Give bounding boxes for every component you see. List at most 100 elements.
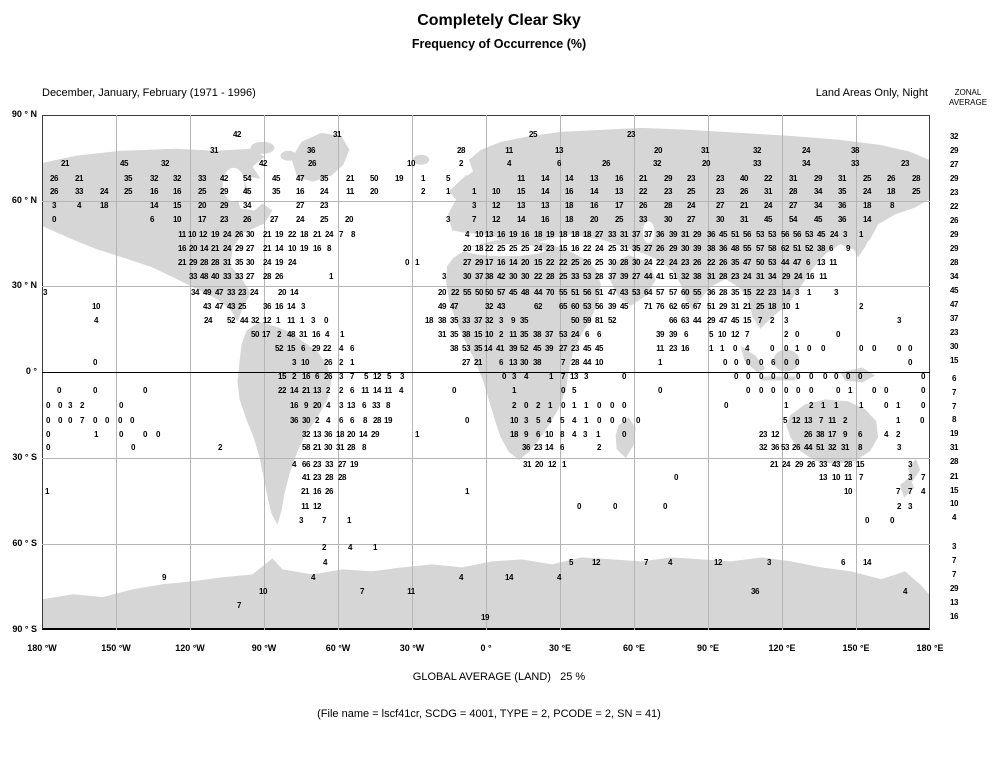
grid-value: 37 [545, 330, 553, 339]
grid-value: 38 [450, 344, 458, 353]
grid-value: 10 [288, 244, 296, 253]
grid-line-horizontal [42, 201, 930, 202]
grid-value: 21 [75, 174, 83, 183]
grid-value: 0 [771, 372, 775, 381]
grid-value: 32 [161, 159, 169, 168]
grid-value: 1 [45, 487, 49, 496]
grid-value: 28 [620, 258, 628, 267]
grid-value: 15 [287, 344, 295, 353]
grid-value: 81 [595, 316, 603, 325]
grid-value: 5 [783, 416, 787, 425]
grid-value: 2 [339, 358, 343, 367]
grid-value: 16 [521, 230, 529, 239]
grid-value: 31 [223, 258, 231, 267]
grid-value: 43 [203, 302, 211, 311]
grid-value: 5 [364, 372, 368, 381]
grid-value: 26 [807, 460, 815, 469]
grid-value: 0 [597, 416, 601, 425]
grid-line-horizontal [42, 458, 930, 459]
grid-value: 66 [302, 460, 310, 469]
grid-value: 22 [707, 258, 715, 267]
zonal-average-value: 16 [950, 612, 958, 621]
grid-value: 31 [789, 174, 797, 183]
grid-value: 8 [890, 201, 894, 210]
grid-value: 38 [533, 330, 541, 339]
grid-value: 3 [767, 558, 771, 567]
lat-tick-label: 60 ° N [11, 195, 37, 205]
land-new-zealand-north [908, 458, 921, 482]
grid-value: 32 [485, 302, 493, 311]
grid-value: 47 [608, 288, 616, 297]
grid-value: 36 [707, 230, 715, 239]
grid-value: 0 [859, 344, 863, 353]
grid-value: 28 [912, 174, 920, 183]
grid-value: 1 [340, 330, 344, 339]
grid-value: 1 [795, 344, 799, 353]
grid-value: 13 [615, 187, 623, 196]
grid-value: 62 [781, 244, 789, 253]
grid-value: 16 [615, 174, 623, 183]
grid-value: 43 [497, 302, 505, 311]
grid-value: 27 [463, 258, 471, 267]
zonal-average-value: 15 [950, 486, 958, 495]
grid-value: 39 [669, 230, 677, 239]
grid-value: 1 [512, 386, 516, 395]
grid-value: 53 [805, 230, 813, 239]
grid-value: 58 [302, 443, 310, 452]
grid-value: 6 [350, 386, 354, 395]
land-north-america [43, 148, 273, 322]
grid-value: 4 [668, 558, 672, 567]
grid-value: 0 [663, 502, 667, 511]
grid-value: 4 [884, 430, 888, 439]
grid-value: 15 [856, 460, 864, 469]
grid-value: 2 [809, 401, 813, 410]
grid-value: 0 [724, 401, 728, 410]
grid-value: 11 [346, 187, 354, 196]
grid-value: 44 [644, 272, 652, 281]
grid-value: 34 [814, 187, 822, 196]
grid-value: 2 [897, 502, 901, 511]
grid-value: 38 [816, 430, 824, 439]
grid-value: 0 [759, 358, 763, 367]
grid-value: 22 [323, 344, 331, 353]
grid-value: 3 [311, 316, 315, 325]
grid-value: 0 [920, 416, 924, 425]
grid-value: 36 [522, 443, 530, 452]
grid-value: 2 [459, 159, 463, 168]
grid-line-horizontal [42, 372, 930, 373]
grid-value: 0 [823, 372, 827, 381]
grid-value: 38 [533, 358, 541, 367]
grid-value: 45 [583, 344, 591, 353]
grid-value: 33 [608, 230, 616, 239]
grid-value: 20 [370, 187, 378, 196]
grid-value: 56 [781, 230, 789, 239]
grid-value: 35 [320, 174, 328, 183]
grid-value: 3 [472, 201, 476, 210]
grid-value: 57 [497, 288, 505, 297]
grid-value: 0 [131, 443, 135, 452]
grid-value: 4 [572, 416, 576, 425]
grid-value: 0 [897, 344, 901, 353]
grid-value: 8 [560, 430, 564, 439]
grid-value: 24 [687, 201, 695, 210]
grid-value: 29 [707, 316, 715, 325]
grid-value: 18 [887, 187, 895, 196]
grid-value: 31 [764, 187, 772, 196]
grid-value: 25 [497, 244, 505, 253]
grid-value: 24 [325, 230, 333, 239]
zonal-average-value: 7 [952, 388, 956, 397]
grid-value: 6 [597, 330, 601, 339]
grid-value: 64 [644, 288, 652, 297]
grid-value: 28 [546, 272, 554, 281]
grid-value: 14 [200, 244, 208, 253]
grid-value: 1 [347, 516, 351, 525]
grid-value: 1 [834, 401, 838, 410]
grid-value: 2 [322, 543, 326, 552]
grid-value: 9 [846, 244, 850, 253]
grid-value: 7 [561, 358, 565, 367]
land-sumatra [740, 345, 766, 373]
grid-value: 14 [505, 573, 513, 582]
grid-value: 35 [474, 344, 482, 353]
zonal-average-value: 27 [950, 160, 958, 169]
grid-value: 38 [693, 272, 701, 281]
